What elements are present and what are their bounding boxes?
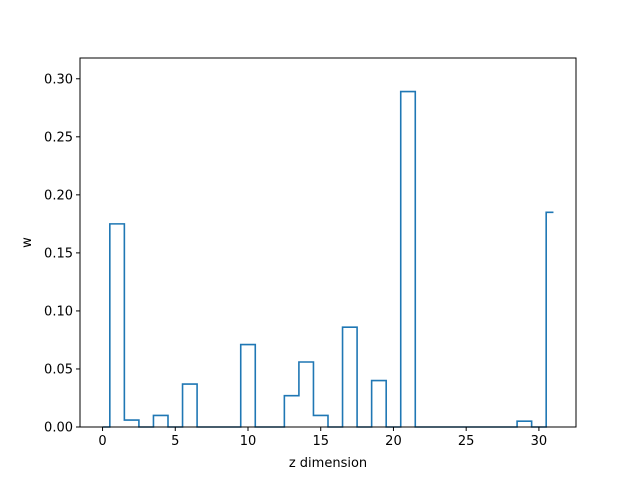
x-axis-label: z dimension (289, 456, 367, 471)
x-tick-label: 15 (312, 434, 329, 449)
x-tick-label: 30 (531, 434, 548, 449)
y-tick-label: 0.15 (44, 246, 73, 261)
x-tick-label: 0 (98, 434, 106, 449)
axes-frame (79, 57, 577, 428)
y-tick-label: 0.25 (44, 130, 73, 145)
y-tick-label: 0.20 (44, 188, 73, 203)
y-axis-label: w (20, 237, 35, 248)
y-tick-label: 0.00 (44, 421, 73, 436)
axis-ticks: 0 5 10 15 20 25 30 0.00 0.05 0.10 0.15 0.20 0.25 0.30 (44, 72, 547, 449)
x-tick-label: 5 (171, 434, 179, 449)
x-tick-label: 25 (458, 434, 475, 449)
y-tick-label: 0.30 (44, 72, 73, 87)
x-tick-label: 20 (385, 434, 402, 449)
y-tick-label: 0.10 (44, 304, 73, 319)
y-tick-label: 0.05 (44, 362, 73, 377)
x-tick-label: 10 (240, 434, 257, 449)
